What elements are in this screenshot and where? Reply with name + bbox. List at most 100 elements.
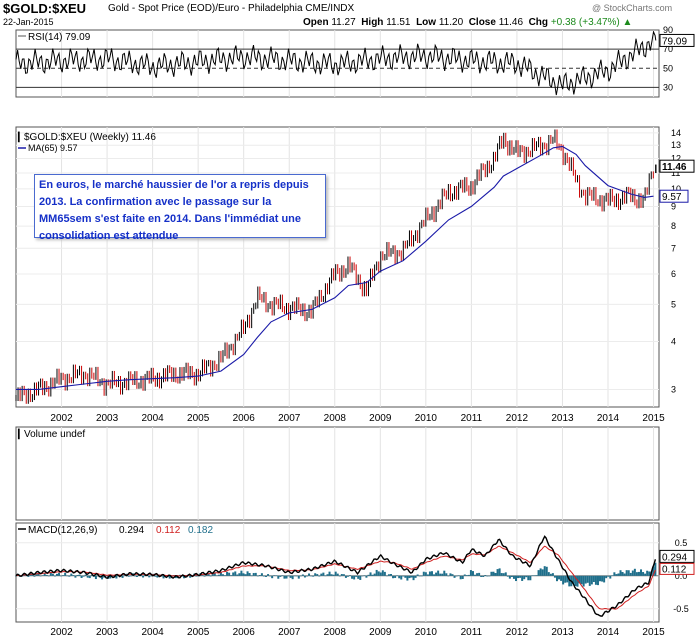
price-xtick-6: 2008 (324, 413, 347, 424)
macd-hist-bar-280 (588, 575, 591, 586)
macd-hist-bar-243 (512, 575, 515, 579)
macd-hist-bar-193 (410, 575, 413, 578)
macd-hist-bar-226 (478, 572, 481, 576)
macd-hist-bar-209 (443, 570, 446, 576)
macd-hist-bar-102 (224, 575, 227, 576)
macd-hist-bar-123 (267, 574, 270, 576)
macd-hist-bar-134 (289, 575, 292, 578)
price-ytick-5: 8 (671, 221, 676, 231)
macd-hist-bar-122 (265, 575, 268, 577)
macd-hist-bar-204 (433, 574, 436, 576)
macd-hist-bar-251 (529, 575, 532, 581)
macd-hist-bar-69 (156, 575, 159, 578)
macd-hist-bar-68 (154, 575, 157, 577)
macd-hist-bar-85 (189, 575, 192, 578)
rsi-ytick-3: 90 (663, 25, 673, 35)
macd-hist-bar-178 (379, 572, 382, 576)
macd-hist-bar-247 (521, 575, 524, 581)
macd-hist-bar-256 (539, 568, 542, 576)
macd-hist-bar-136 (293, 575, 296, 577)
macd-hist-bar-152 (326, 574, 329, 576)
macd-hist-bar-242 (510, 575, 513, 577)
macd-hist-bar-100 (219, 571, 222, 576)
macd-hist-bar-44 (105, 575, 108, 577)
macd-hist-bar-167 (357, 575, 360, 579)
macd-hist-bar-145 (312, 575, 315, 577)
macd-hist-bar-233 (492, 571, 495, 576)
macd-hist-bar-194 (412, 575, 415, 581)
macd-hist-bar-13 (41, 575, 44, 576)
price-ytick-1: 4 (671, 337, 676, 347)
macd-hist-bar-78 (174, 575, 177, 579)
macd-hist-bar-276 (580, 575, 583, 585)
rsi-ytick-1: 50 (663, 63, 673, 73)
macd-hist-bar-245 (517, 575, 520, 579)
volume-legend-icon: ▎ (17, 428, 25, 440)
macd-hist-bar-183 (390, 574, 393, 576)
macd-hist-bar-166 (355, 575, 358, 577)
macd-hist-bar-288 (605, 575, 608, 579)
macd-hist-bar-211 (447, 575, 450, 577)
macd-hist-bar-137 (295, 575, 298, 577)
macd-hist-bar-214 (453, 575, 456, 578)
macd-hist-bar-89 (197, 575, 200, 577)
macd-hist-bar-15 (45, 574, 48, 576)
macd-hist-bar-8 (31, 573, 34, 576)
macd-legend-signal: 0.112 (156, 525, 181, 536)
macd-hist-bar-187 (398, 575, 401, 579)
macd-hist-bar-30 (76, 575, 79, 576)
price-ytick-0: 3 (671, 384, 676, 394)
macd-hist-bar-11 (37, 572, 40, 576)
macd-hist-bar-128 (277, 575, 280, 579)
macd-hist-bar-12 (39, 575, 42, 577)
ma-legend: MA(65) 9.57 (28, 143, 78, 153)
macd-hist-bar-236 (498, 568, 501, 576)
macd-hist-bar-18 (51, 573, 54, 576)
low-value: 11.20 (438, 17, 464, 28)
price-ytick-2: 5 (671, 299, 676, 309)
macd-xtick-11: 2013 (551, 627, 574, 638)
macd-hist-bar-144 (310, 575, 313, 577)
macd-hist-bar-138 (297, 575, 300, 579)
macd-hist-bar-82 (183, 575, 186, 579)
macd-hist-bar-208 (441, 573, 444, 576)
macd-hist-bar-109 (238, 573, 241, 576)
macd-xtick-12: 2014 (597, 627, 620, 638)
macd-hist-bar-206 (437, 570, 440, 576)
macd-hist-bar-298 (625, 570, 628, 576)
macd-hist-bar-200 (424, 572, 427, 576)
ma65-line (16, 145, 654, 390)
macd-hist-bar-228 (482, 575, 485, 577)
macd-hist-bar-240 (506, 575, 509, 577)
macd-hist-bar-56 (129, 575, 132, 577)
macd-xtick-10: 2012 (506, 627, 529, 638)
macd-panel (15, 522, 660, 623)
macd-hist-bar-149 (320, 573, 323, 576)
macd-xtick-9: 2011 (461, 627, 483, 638)
macd-hist-bar-101 (221, 574, 224, 576)
macd-hist-bar-290 (609, 575, 612, 579)
macd-hist-bar-35 (86, 575, 89, 578)
macd-hist-bar-46 (109, 575, 112, 579)
macd-hist-bar-269 (566, 575, 569, 583)
macd-hist-bar-49 (115, 575, 118, 579)
macd-hist-bar-52 (121, 575, 124, 578)
macd-hist-bar-92 (203, 575, 206, 577)
macd-hist-bar-146 (314, 573, 317, 576)
price-xtick-12: 2014 (597, 413, 620, 424)
macd-hist-bar-29 (74, 575, 77, 578)
macd-hist-bar-223 (471, 571, 474, 576)
macd-hist-bar-215 (455, 575, 458, 577)
macd-hist-bar-139 (299, 575, 302, 577)
macd-hist-bar-127 (275, 575, 278, 577)
macd-hist-bar-17 (49, 572, 52, 576)
macd-hist-bar-75 (168, 575, 171, 579)
macd-hist-bar-117 (254, 572, 257, 576)
macd-hist-bar-301 (631, 570, 634, 576)
macd-hist-bar-33 (82, 575, 85, 577)
price-ytick-4: 7 (671, 243, 676, 253)
macd-hist-bar-133 (287, 575, 290, 577)
macd-hist-bar-115 (250, 575, 253, 577)
macd-hist-bar-221 (467, 574, 470, 576)
macd-hist-bar-185 (394, 575, 397, 578)
